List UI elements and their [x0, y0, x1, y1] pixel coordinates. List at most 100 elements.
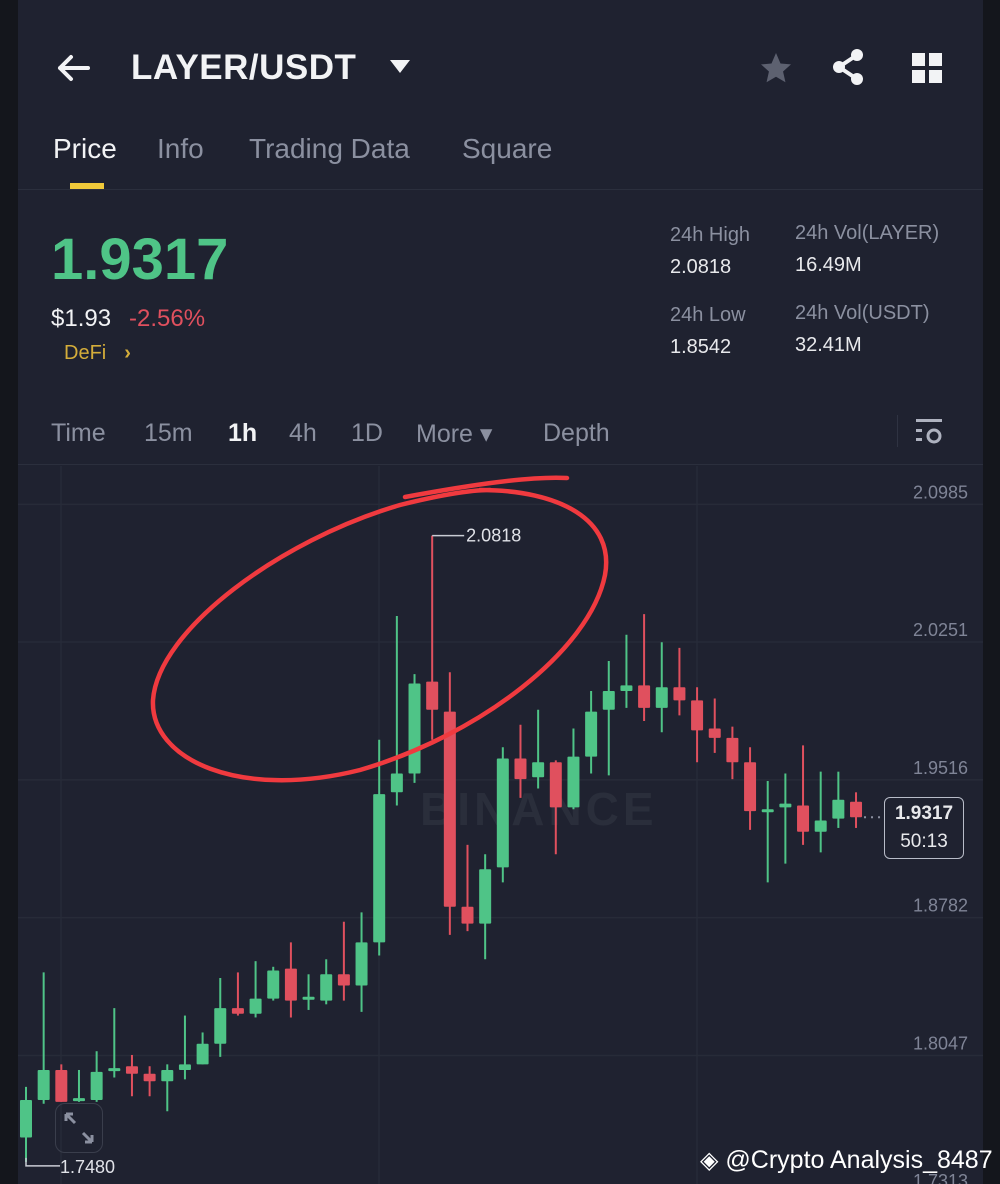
candle-body	[20, 1100, 32, 1138]
category-tag[interactable]: DeFi ›	[64, 342, 131, 365]
stat-label-24h-vol-usdt: 24h Vol(USDT)	[795, 302, 930, 324]
candle-body	[567, 756, 580, 808]
stat-label-24h-high: 24h High	[670, 224, 751, 246]
candle-body	[638, 685, 651, 708]
candle-body	[814, 820, 827, 832]
candle-body	[726, 737, 739, 763]
stat-value-24h-vol-layer: 16.49M	[795, 254, 862, 276]
y-axis-tick-label: 1.8047	[913, 1034, 968, 1054]
candle-body	[479, 869, 492, 924]
candle-body	[214, 1008, 227, 1044]
candle-body	[408, 683, 421, 774]
candle-body	[832, 799, 845, 819]
stat-label-24h-low: 24h Low	[670, 304, 746, 326]
candle-body	[691, 700, 704, 731]
divider	[18, 189, 983, 190]
stat-value-24h-low: 1.8542	[670, 336, 732, 358]
active-tab-indicator	[70, 183, 104, 189]
y-axis-tick-label: 1.8782	[913, 896, 968, 916]
candle-body	[108, 1068, 121, 1072]
candle-body	[779, 803, 792, 808]
expand-icon	[64, 1112, 94, 1144]
y-axis-tick-label: 2.0985	[913, 482, 968, 502]
interval-1h[interactable]: 1h	[228, 419, 258, 447]
current-price-value: 1.9317	[894, 803, 954, 824]
toolbar-divider	[897, 415, 898, 447]
expand-chart-button[interactable]	[55, 1103, 103, 1153]
candle-body	[231, 1008, 244, 1014]
low-marker-line	[25, 1157, 60, 1167]
candle-body	[390, 773, 403, 793]
share-button[interactable]	[830, 48, 866, 86]
last-price: 1.9317	[51, 227, 229, 292]
candle-body	[532, 762, 545, 778]
candle-body	[178, 1064, 191, 1070]
y-axis-tick-label: 1.7313	[913, 1171, 968, 1184]
candle-body	[267, 970, 280, 999]
candle-body	[90, 1071, 103, 1100]
y-axis-tick-label: 1.9516	[913, 758, 968, 778]
stat-value-24h-high: 2.0818	[670, 256, 732, 278]
chart-settings-button[interactable]	[915, 417, 943, 447]
back-button[interactable]	[54, 50, 94, 86]
candle-body	[355, 942, 368, 986]
candle-body	[797, 805, 810, 832]
candle-body	[673, 687, 686, 701]
candle-body	[443, 711, 456, 907]
favorite-button[interactable]	[758, 50, 794, 86]
binance-watermark: BINANCE	[420, 783, 658, 835]
interval-1d[interactable]: 1D	[351, 419, 383, 447]
tab-price[interactable]: Price	[53, 133, 117, 164]
candle-body	[708, 728, 721, 738]
candle-body	[249, 998, 262, 1014]
candle-body	[196, 1043, 209, 1065]
author-credit-text: @Crypto Analysis_8487	[725, 1146, 993, 1174]
candle-body	[655, 687, 668, 708]
usd-price: $1.93	[51, 305, 112, 332]
hand-drawn-circle-annotation	[150, 475, 609, 783]
candle-body	[37, 1069, 50, 1100]
interval-time[interactable]: Time	[51, 419, 106, 447]
candle-body	[373, 794, 386, 943]
candle-body	[55, 1069, 68, 1102]
depth-tab[interactable]: Depth	[543, 419, 610, 447]
grid-menu-button[interactable]	[911, 52, 943, 84]
candle-body	[461, 906, 474, 924]
category-tag-label: DeFi	[64, 342, 107, 364]
binance-square-icon: ◈	[700, 1147, 719, 1174]
app-screen: LAYER/USDT Price Info Trading Data Squar…	[18, 0, 983, 1184]
candle-body	[761, 809, 774, 813]
candle-countdown: 50:13	[900, 831, 948, 852]
candle-body	[585, 711, 598, 757]
current-price-label: 1.9317 50:13	[884, 797, 964, 859]
interval-more-dropdown[interactable]: More ▾	[416, 420, 493, 448]
pair-dropdown-caret-down-icon[interactable]	[390, 60, 410, 73]
grid-icon	[912, 53, 942, 83]
y-axis-tick-label: 2.0251	[913, 620, 968, 640]
candle-body	[72, 1098, 85, 1102]
candle-body	[496, 758, 509, 868]
high-marker-label: 2.0818	[466, 526, 521, 546]
candle-body	[302, 996, 315, 1000]
tab-square[interactable]: Square	[462, 133, 553, 164]
tab-info[interactable]: Info	[157, 133, 204, 164]
candle-body	[161, 1069, 174, 1082]
price-change-percent: -2.56%	[129, 305, 206, 332]
arrow-left-icon	[58, 55, 90, 81]
tab-trading-data[interactable]: Trading Data	[249, 133, 410, 164]
stat-label-24h-vol-layer: 24h Vol(LAYER)	[795, 222, 940, 244]
candle-body	[125, 1066, 138, 1074]
chevron-right-icon: ›	[124, 342, 131, 364]
candle-body	[620, 685, 633, 691]
candle-body	[320, 974, 333, 1001]
author-credit: ◈ @Crypto Analysis_8487	[700, 1146, 993, 1175]
pair-title[interactable]: LAYER/USDT	[131, 48, 357, 87]
share-icon	[833, 49, 863, 85]
candle-body	[284, 968, 297, 1001]
candle-body	[337, 974, 350, 986]
candle-body	[426, 681, 439, 710]
interval-15m[interactable]: 15m	[144, 419, 193, 447]
candle-body	[143, 1073, 156, 1082]
interval-4h[interactable]: 4h	[289, 419, 317, 447]
